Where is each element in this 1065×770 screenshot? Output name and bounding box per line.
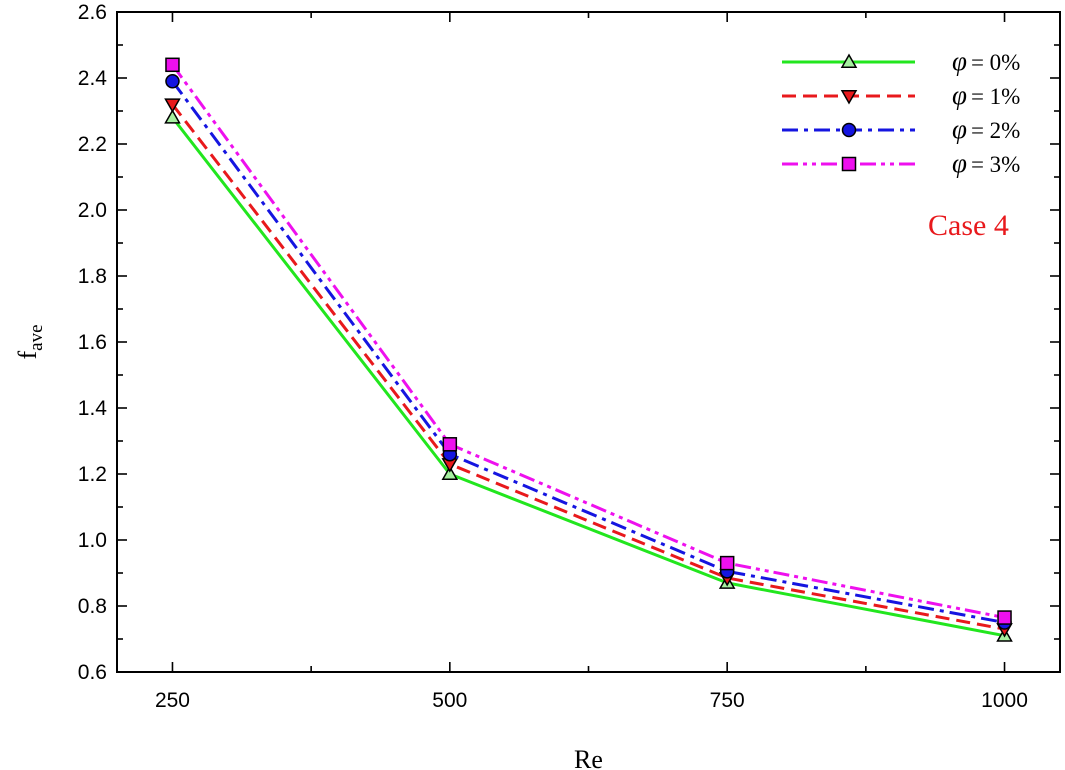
series-2 [165,74,1012,630]
legend-value: = 2% [971,118,1020,143]
axis-ticks [117,11,1060,673]
x-tick-label: 1000 [981,689,1028,712]
series-1 [164,98,1013,638]
y-tick-labels: 0.6 0.8 1.0 1.2 1.4 1.6 1.8 2.0 2.2 2.4 2.6 [78,1,108,684]
data-point [164,98,181,113]
data-point [441,465,459,480]
y-tick-label: 1.0 [78,529,107,552]
plot-frame [116,11,1061,673]
legend-marker [841,122,857,138]
series-line-2 [171,80,1005,624]
legend-symbol: φ [952,114,967,144]
legend-item-1: φ = 1% [782,80,1020,110]
legend-marker [840,53,858,68]
legend-symbol: φ [952,46,967,76]
legend-label: φ = 0% [952,46,1020,76]
legend-item-2: φ = 2% [782,114,1020,144]
series-3 [165,57,1012,625]
case-annotation: Case 4 [928,209,1009,242]
legend-symbol: φ [952,80,967,110]
series-0 [164,109,1013,642]
y-tick-label: 1.4 [78,397,108,420]
legend-symbol: φ [952,148,967,178]
legend-label: φ = 1% [952,80,1020,110]
series-line-0 [171,116,1005,638]
legend: φ = 0%φ = 1%φ = 2%φ = 3% [782,46,1020,178]
y-tick-label: 0.8 [78,595,107,618]
series-line-1 [171,103,1005,631]
data-point [442,437,458,452]
legend-marker [841,156,857,172]
y-tick-label: 2.2 [78,133,107,156]
y-tick-label: 2.0 [78,199,107,222]
series-layer [164,57,1013,642]
y-axis-title-subscript: ave [26,324,47,350]
x-tick-label: 500 [432,689,467,712]
data-point [164,109,181,124]
legend-label: φ = 2% [952,114,1020,144]
y-tick-label: 0.6 [78,661,107,684]
legend-value: = 0% [971,50,1020,75]
series-line-3 [171,63,1005,620]
y-tick-label: 1.2 [78,463,107,486]
legend-value: = 3% [971,152,1020,177]
y-tick-label: 1.6 [78,331,107,354]
y-tick-label: 1.8 [78,265,107,288]
legend-item-3: φ = 3% [782,148,1020,178]
data-point [165,57,180,73]
x-tick-label: 750 [710,689,745,712]
data-point [997,610,1012,625]
x-tick-labels: 250 500 750 1000 [155,689,1028,712]
x-axis-title: Re [574,745,603,770]
y-axis-title-main: f [13,351,42,360]
legend-value: = 1% [971,84,1020,109]
y-axis-title: fave [13,324,47,359]
y-tick-label: 2.6 [78,1,107,24]
legend-marker [840,90,858,105]
legend-item-0: φ = 0% [782,46,1020,76]
data-point [165,74,180,89]
data-point [719,555,735,571]
x-tick-label: 250 [155,689,190,712]
legend-label: φ = 3% [952,148,1020,178]
y-tick-label: 2.4 [78,67,108,90]
